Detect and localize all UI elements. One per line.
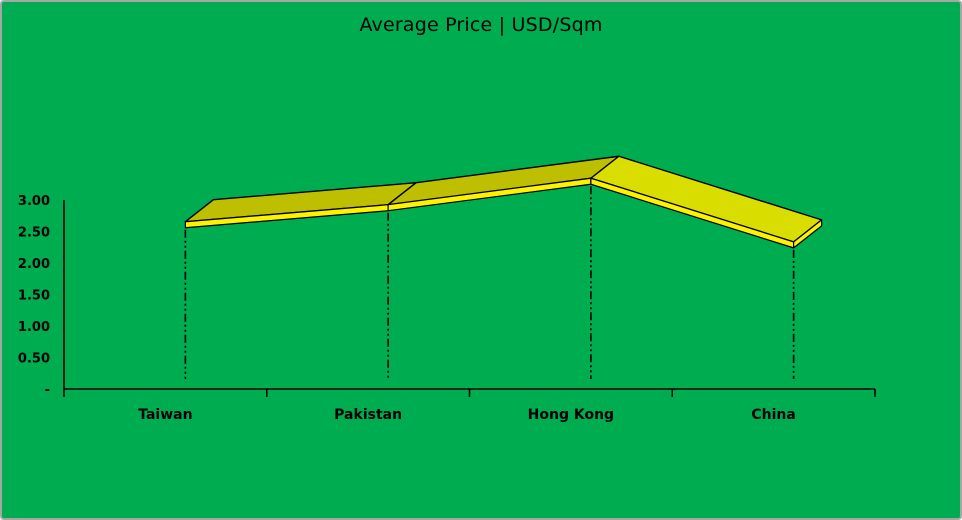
ribbon-top-face — [590, 155, 823, 243]
y-tick-label: 1.00 — [18, 320, 50, 335]
chart-title: Average Price | USD/Sqm — [359, 14, 603, 36]
y-tick-label: 0.50 — [18, 352, 50, 367]
x-category-label: Hong Kong — [528, 407, 614, 423]
ribbon-end-cap — [793, 219, 823, 249]
y-tick-label: 3.00 — [18, 194, 50, 209]
y-tick-label: 1.50 — [18, 289, 50, 304]
y-tick-label: 2.00 — [18, 257, 50, 272]
y-tick-label: - — [45, 383, 50, 398]
x-category-label: Taiwan — [138, 407, 192, 423]
y-tick-label: 2.50 — [18, 226, 50, 241]
x-category-label: China — [751, 407, 795, 423]
x-category-label: Pakistan — [334, 407, 402, 423]
